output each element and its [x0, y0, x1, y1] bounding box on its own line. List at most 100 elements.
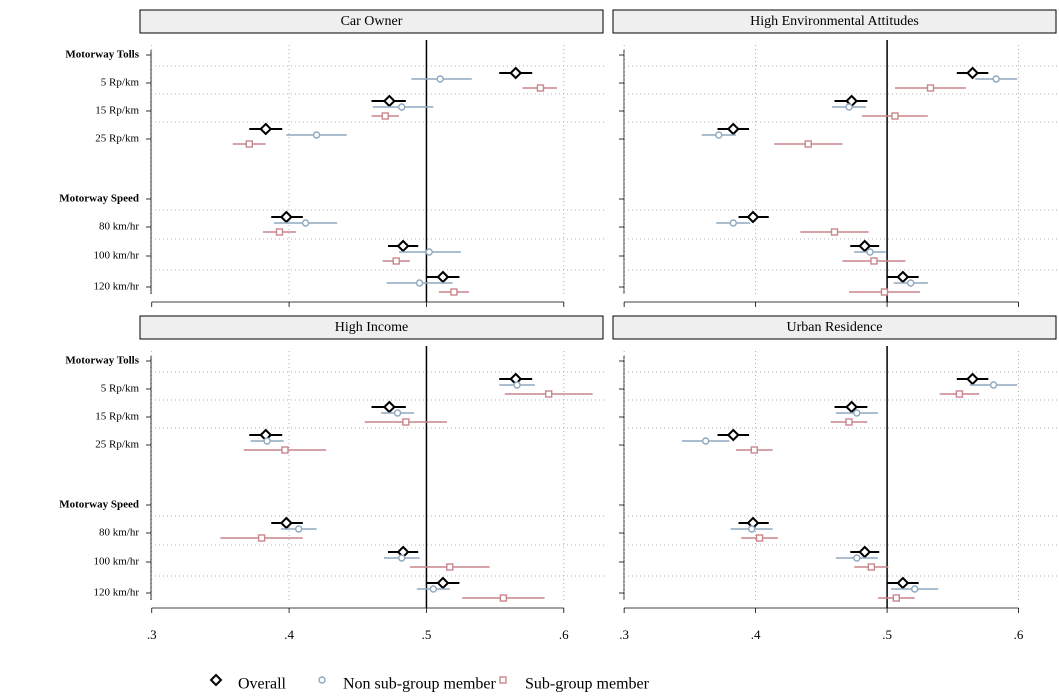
group-label: Motorway Tolls: [65, 355, 139, 367]
point: [436, 270, 450, 284]
legend-marker: [318, 676, 326, 684]
point: [257, 534, 266, 542]
x-tick-label: .3: [619, 627, 629, 642]
point: [398, 554, 406, 562]
point: [830, 228, 839, 236]
y-tick-label: 120 km/hr: [93, 587, 139, 599]
y-tick-label: 80 km/hr: [99, 221, 139, 233]
point: [715, 131, 723, 139]
point: [867, 563, 876, 571]
point: [312, 131, 321, 139]
point: [726, 122, 740, 136]
point: [926, 84, 935, 92]
x-tick-label: .3: [147, 627, 157, 642]
point: [845, 400, 859, 414]
point: [382, 400, 396, 414]
group-label: Motorway Speed: [59, 499, 139, 511]
legend-label: Overall: [238, 676, 287, 693]
point: [392, 257, 400, 265]
y-tick-label: 25 Rp/km: [95, 439, 139, 451]
point: [393, 409, 402, 417]
legend-label: Sub-group member: [525, 676, 650, 693]
x-tick-label: .6: [559, 627, 569, 642]
point: [436, 75, 444, 83]
point: [446, 563, 454, 571]
point: [729, 219, 737, 227]
point: [279, 516, 293, 530]
point: [896, 576, 910, 590]
point: [726, 428, 740, 442]
point: [746, 210, 760, 224]
y-tick-label: 5 Rp/km: [101, 77, 140, 89]
point: [891, 112, 899, 120]
point: [509, 66, 523, 80]
point: [992, 75, 1000, 83]
point: [544, 390, 553, 398]
point: [880, 288, 889, 296]
point: [415, 279, 424, 287]
point: [989, 381, 998, 389]
panel-strip: [139, 9, 604, 34]
group-label: Motorway Tolls: [65, 49, 139, 61]
point: [398, 103, 406, 111]
point: [382, 94, 396, 108]
point: [429, 585, 438, 593]
legend-marker: [209, 673, 223, 687]
point: [845, 103, 853, 111]
point: [750, 446, 759, 454]
panel-strip: [612, 315, 1057, 340]
y-tick-label: 100 km/hr: [93, 556, 139, 568]
x-tick-label: .4: [284, 627, 294, 642]
point: [425, 248, 433, 256]
panel-title: High Environmental Attitudes: [750, 14, 919, 29]
point: [381, 112, 389, 120]
point: [896, 270, 910, 284]
y-tick-label: 25 Rp/km: [95, 133, 139, 145]
y-tick-label: 15 Rp/km: [95, 411, 139, 423]
panel-title: Urban Residence: [786, 320, 882, 335]
point: [804, 140, 812, 148]
point: [701, 437, 710, 445]
point: [845, 418, 853, 426]
point: [436, 576, 450, 590]
panel-strip: [139, 315, 604, 340]
panel-title: Car Owner: [341, 14, 403, 29]
point: [301, 219, 310, 227]
point: [858, 239, 872, 253]
panel-strip: [612, 9, 1057, 34]
group-label: Motorway Speed: [59, 193, 139, 205]
y-tick-label: 120 km/hr: [93, 281, 139, 293]
point: [259, 122, 273, 136]
point: [747, 525, 756, 533]
point: [536, 84, 545, 92]
legend-marker: [499, 676, 507, 684]
point: [755, 534, 764, 542]
point: [955, 390, 964, 398]
point: [281, 446, 289, 454]
y-tick-label: 80 km/hr: [99, 527, 139, 539]
legend-label: Non sub-group member: [343, 676, 497, 693]
x-tick-label: .5: [422, 627, 432, 642]
x-tick-label: .6: [1014, 627, 1024, 642]
point: [245, 140, 253, 148]
point: [910, 585, 919, 593]
y-tick-label: 5 Rp/km: [101, 383, 140, 395]
point: [513, 381, 521, 389]
point: [450, 288, 458, 296]
point: [275, 228, 284, 236]
point: [853, 409, 861, 417]
point: [853, 554, 861, 562]
point: [263, 437, 271, 445]
point: [499, 594, 508, 602]
point: [279, 210, 293, 224]
point: [870, 257, 878, 265]
point: [966, 66, 979, 80]
point: [892, 594, 900, 602]
x-tick-label: .4: [751, 627, 761, 642]
x-tick-label: .5: [882, 627, 892, 642]
y-tick-label: 15 Rp/km: [95, 105, 139, 117]
point: [295, 525, 303, 533]
panel-title: High Income: [335, 320, 408, 335]
point: [858, 545, 872, 559]
